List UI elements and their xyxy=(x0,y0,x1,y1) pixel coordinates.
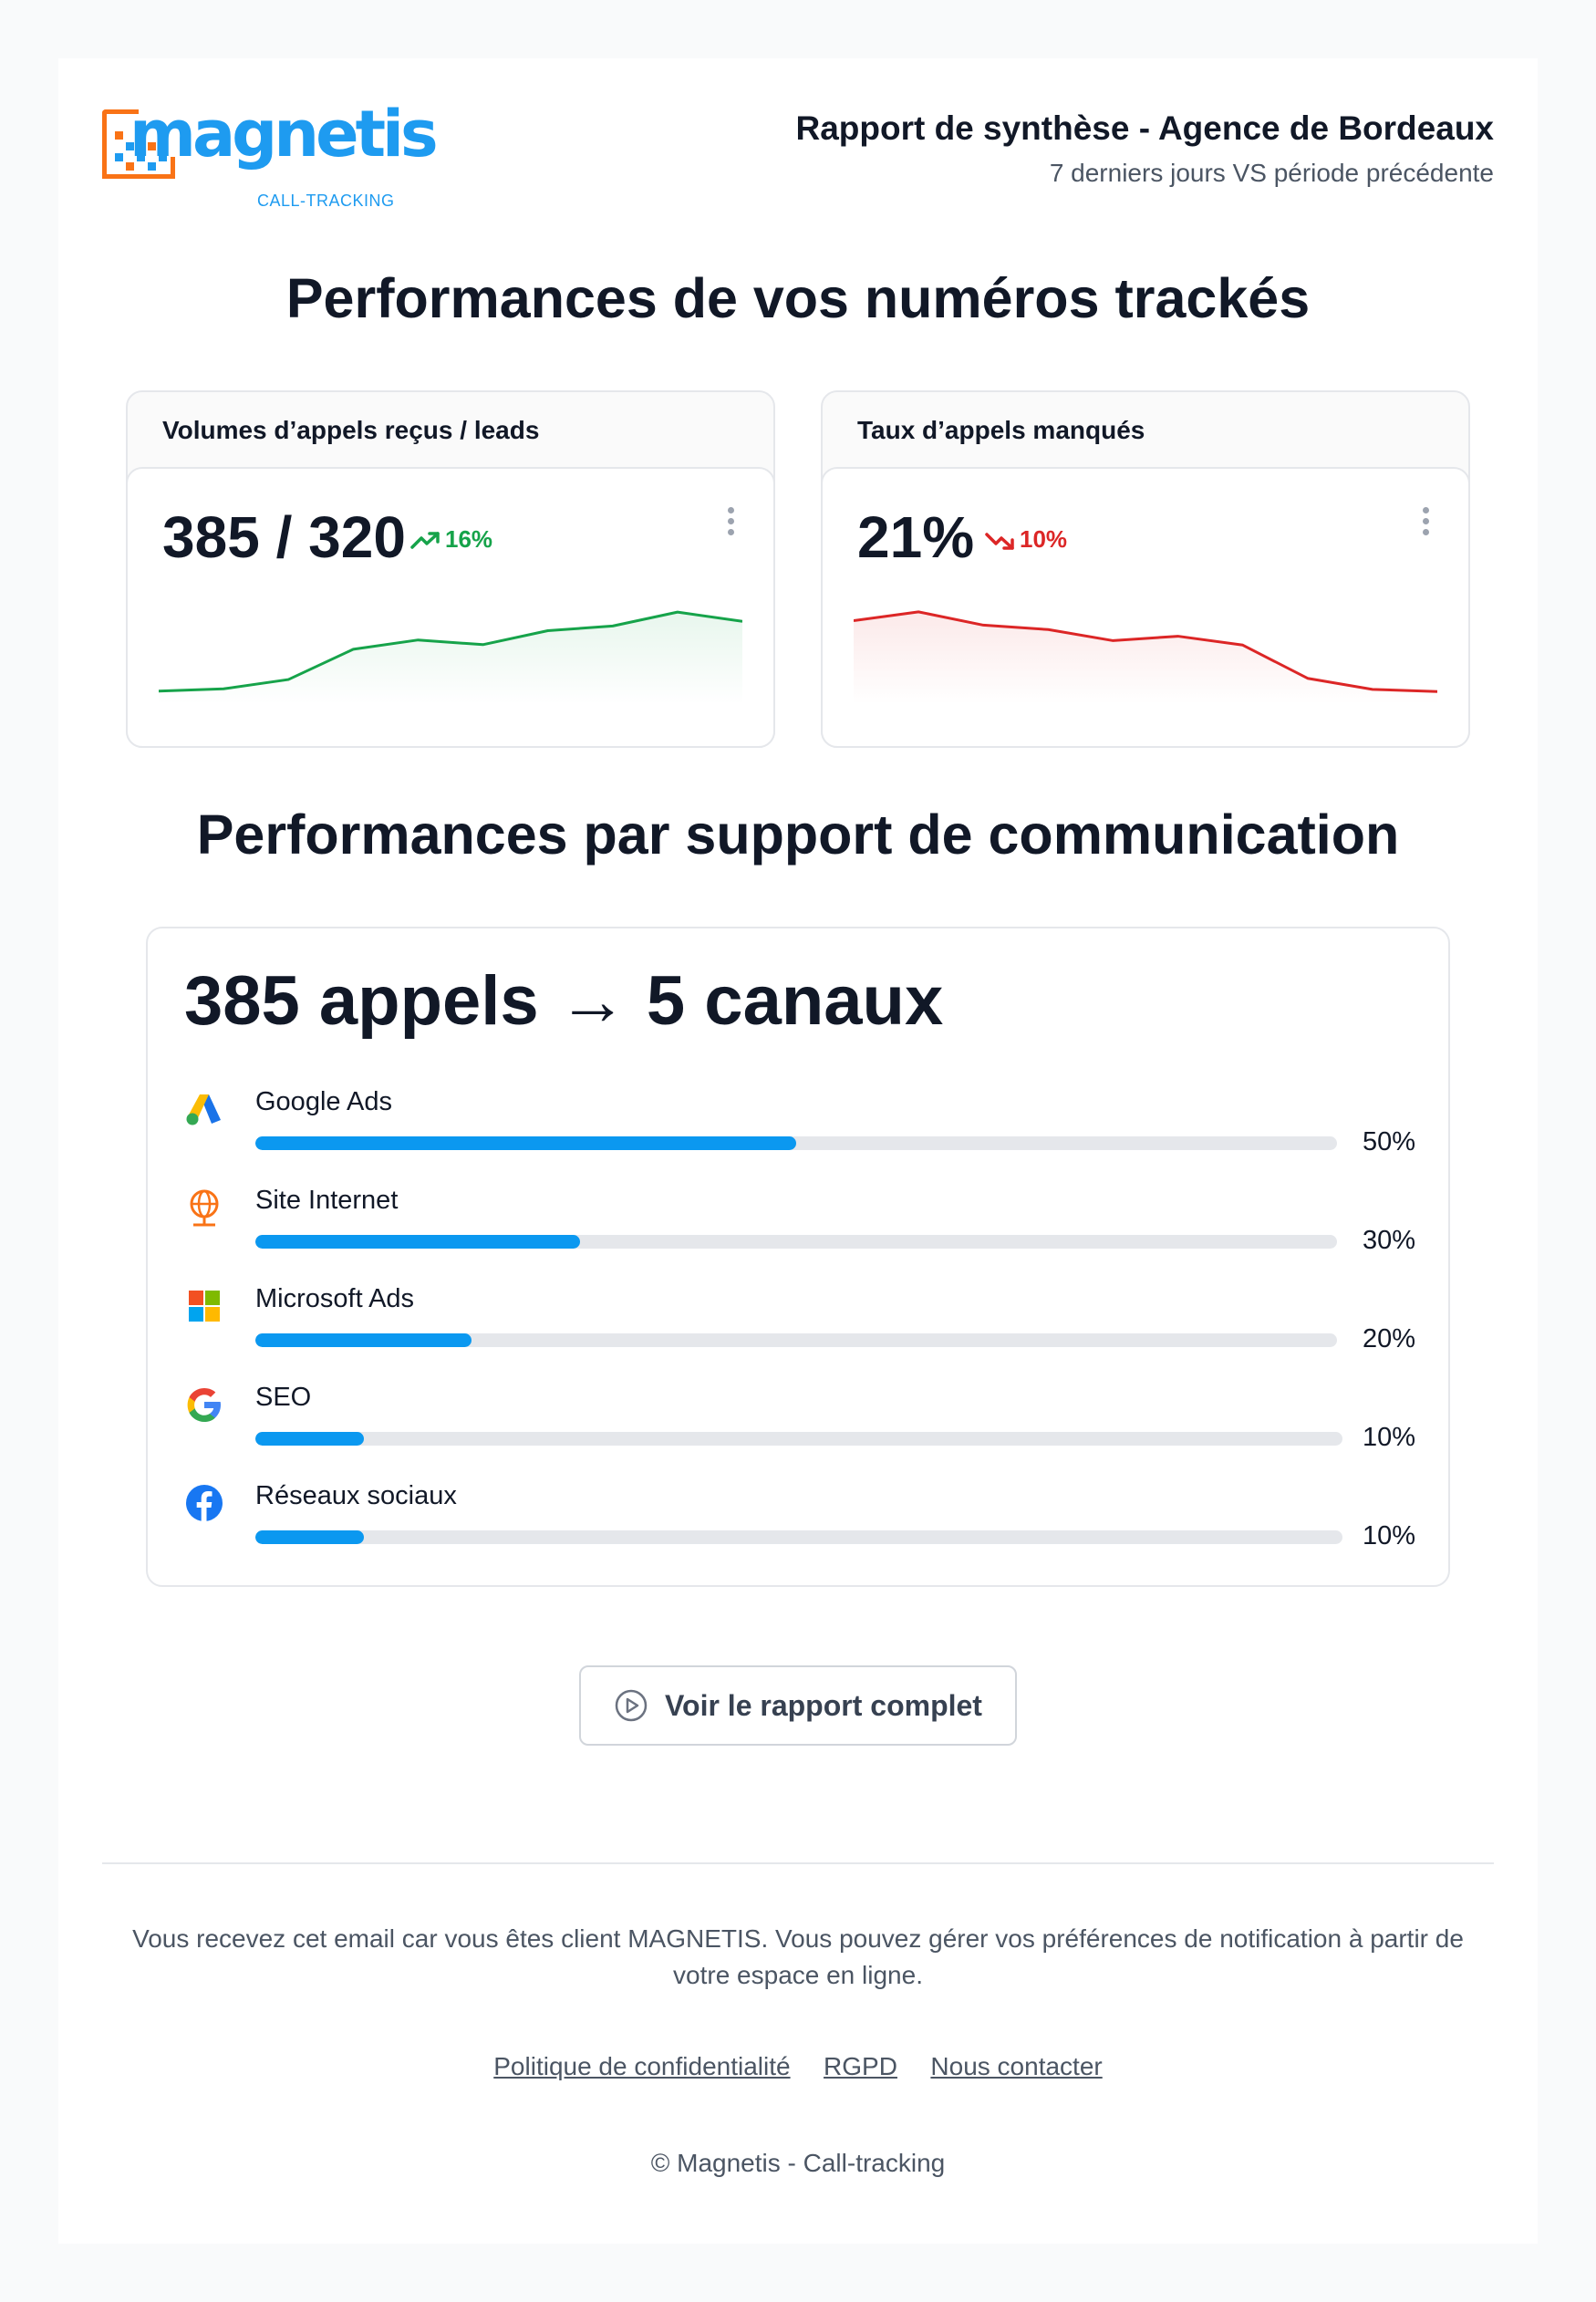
kpi-trend-down: 10% xyxy=(985,525,1067,554)
kpi-value: 385 / 320 xyxy=(162,504,406,570)
more-menu-icon[interactable] xyxy=(726,507,735,540)
channel-summary: 385 appels → 5 canaux xyxy=(184,962,944,1040)
kpi-card-missed: Taux d’appels manqués 21% 10% xyxy=(821,390,1470,748)
kpi-card-calls: Volumes d’appels reçus / leads 385 / 320… xyxy=(126,390,775,748)
channel-row: Réseaux sociaux 10% xyxy=(148,1478,1452,1569)
kpi-sparkline-missed xyxy=(854,610,1437,704)
channel-bar-fill xyxy=(255,1333,472,1347)
kpi-label: Taux d’appels manqués xyxy=(857,416,1145,444)
kpi-label: Volumes d’appels reçus / leads xyxy=(162,416,540,444)
kpi-trend-value: 16% xyxy=(445,525,493,553)
sparkline-area xyxy=(159,612,742,704)
section-title-tracked: Performances de vos numéros trackés xyxy=(285,267,1311,329)
channel-name: Réseaux sociaux xyxy=(255,1481,457,1510)
trend-up-icon xyxy=(410,532,440,549)
google-ads-icon xyxy=(186,1094,221,1125)
sparkline-line xyxy=(854,610,1437,693)
kpi-sparkline-calls xyxy=(159,610,742,704)
privacy-policy-link[interactable]: Politique de confidentialité xyxy=(493,2052,791,2080)
channel-percent: 20% xyxy=(1362,1324,1415,1353)
rgpd-link[interactable]: RGPD xyxy=(824,2052,897,2080)
email-report: magnetis CALL-TRACKING Rapport de synthè… xyxy=(58,58,1538,2244)
channel-percent: 50% xyxy=(1362,1127,1415,1156)
report-title: Rapport de synthèse - Agence de Bordeaux xyxy=(795,109,1494,147)
trend-down-icon xyxy=(985,533,1014,550)
facebook-icon xyxy=(186,1485,223,1521)
google-g-icon xyxy=(187,1388,221,1422)
footer-links: Politique de confidentialité RGPD Nous c… xyxy=(58,2052,1538,2081)
channel-bar xyxy=(255,1333,1337,1347)
sparkline-line xyxy=(159,610,742,693)
channel-row: SEO 10% xyxy=(148,1379,1452,1470)
kpi-trend-up: 16% xyxy=(410,525,492,554)
logo-wordmark: magnetis xyxy=(130,97,439,171)
channel-row: Site Internet 30% xyxy=(148,1182,1452,1273)
channel-card: 385 appels → 5 canaux Google Ads 50% Sit… xyxy=(146,927,1450,1587)
channel-bar xyxy=(255,1136,1337,1150)
footer-notice: Vous recevez cet email car vous êtes cli… xyxy=(132,1924,1464,1989)
section-title-channels: Performances par support de communicatio… xyxy=(196,804,1400,866)
channel-bar xyxy=(255,1235,1337,1249)
sparkline-area xyxy=(854,611,1437,704)
channel-row: Google Ads 50% xyxy=(148,1084,1452,1175)
kpi-value: 21% xyxy=(857,504,975,570)
channel-name: Site Internet xyxy=(255,1186,399,1215)
more-menu-icon[interactable] xyxy=(1421,507,1430,540)
channel-bar-fill xyxy=(255,1235,580,1249)
channel-bar-fill xyxy=(255,1530,365,1544)
copyright: © Magnetis - Call-tracking xyxy=(650,2149,946,2177)
channel-name: Google Ads xyxy=(255,1087,392,1116)
contact-link[interactable]: Nous contacter xyxy=(930,2052,1103,2080)
report-period: 7 derniers jours VS période précédente xyxy=(1049,159,1494,187)
channel-bar xyxy=(255,1432,1342,1446)
channel-bar-fill xyxy=(255,1432,365,1446)
kpi-trend-value: 10% xyxy=(1020,525,1068,553)
magnetis-logo: magnetis CALL-TRACKING xyxy=(102,97,439,210)
channel-bar xyxy=(255,1530,1342,1544)
channel-name: Microsoft Ads xyxy=(255,1284,415,1313)
microsoft-icon xyxy=(189,1291,220,1322)
view-full-report-button[interactable]: Voir le rapport complet xyxy=(579,1665,1017,1746)
footer-divider xyxy=(102,1862,1494,1864)
channel-percent: 10% xyxy=(1362,1521,1415,1550)
channel-percent: 10% xyxy=(1362,1423,1415,1452)
globe-icon xyxy=(190,1189,219,1227)
cta-label: Voir le rapport complet xyxy=(665,1688,982,1722)
channel-percent: 30% xyxy=(1362,1226,1415,1255)
channel-bar-fill xyxy=(255,1136,796,1150)
channel-name: SEO xyxy=(255,1383,312,1412)
play-circle-icon xyxy=(615,1689,648,1722)
channel-row: Microsoft Ads 20% xyxy=(148,1281,1452,1372)
logo-tagline: CALL-TRACKING xyxy=(257,192,395,210)
